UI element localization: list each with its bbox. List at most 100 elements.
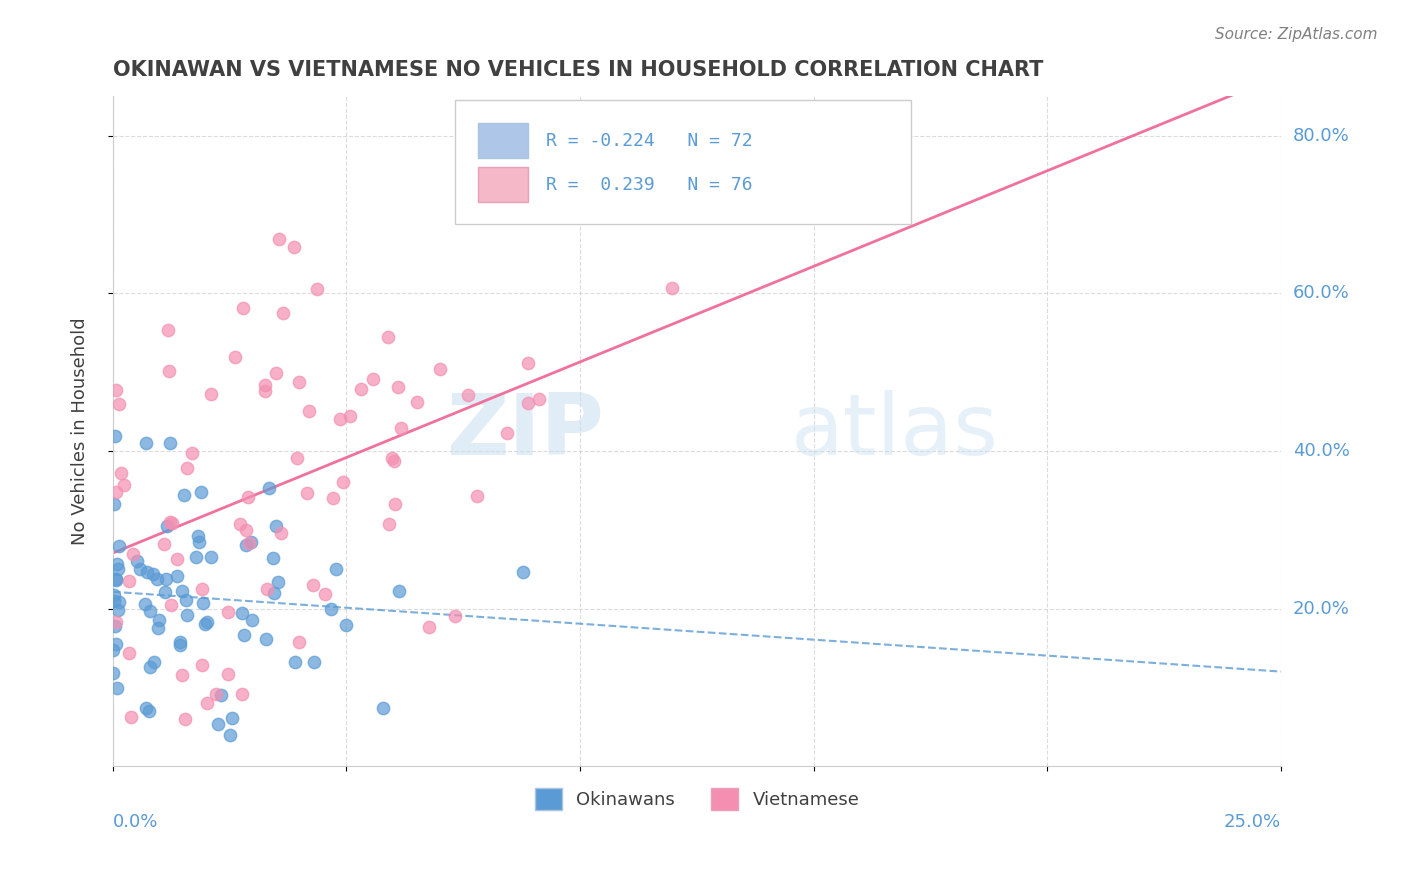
Okinawans [103,593,125,607]
Vietnamese [465,489,488,503]
Vietnamese [339,409,361,423]
Vietnamese [200,387,222,401]
Vietnamese [105,485,128,500]
Vietnamese [205,687,228,701]
Okinawans [259,481,281,495]
Vietnamese [105,383,128,397]
Vietnamese [288,635,311,649]
Vietnamese [314,587,336,601]
Vietnamese [297,486,319,500]
Vietnamese [349,383,371,397]
Okinawans [263,586,285,600]
Okinawans [187,529,209,543]
Okinawans [145,572,167,586]
Vietnamese [517,355,540,369]
Okinawans [262,550,284,565]
Vietnamese [153,537,176,551]
Vietnamese [527,392,550,406]
Vietnamese [156,323,179,337]
Vietnamese [384,497,406,511]
Vietnamese [288,375,311,389]
Vietnamese [381,451,404,466]
Vietnamese [329,411,352,425]
Okinawans [129,562,152,576]
Okinawans [176,608,198,623]
Okinawans [233,627,256,641]
Okinawans [155,572,177,586]
Vietnamese [496,425,519,440]
Vietnamese [389,421,412,435]
Vietnamese [267,232,290,246]
Vietnamese [173,712,195,726]
Vietnamese [270,526,292,541]
Vietnamese [283,239,305,253]
Okinawans [135,436,157,450]
Vietnamese [217,667,239,681]
Okinawans [103,666,125,681]
Vietnamese [298,404,321,418]
Text: 20.0%: 20.0% [1292,599,1350,617]
Okinawans [108,595,131,609]
Okinawans [219,728,242,742]
Okinawans [156,519,179,533]
Vietnamese [159,515,181,529]
Okinawans [335,618,357,632]
Okinawans [173,488,195,502]
Okinawans [107,603,129,617]
Okinawans [103,497,125,511]
Vietnamese [228,516,250,531]
Okinawans [302,655,325,669]
Okinawans [105,557,128,571]
Vietnamese [195,696,218,710]
Vietnamese [110,467,132,481]
Okinawans [101,643,124,657]
Text: 0.0%: 0.0% [112,814,159,831]
Okinawans [239,535,262,549]
Okinawans [104,573,127,587]
Okinawans [169,635,191,649]
FancyBboxPatch shape [478,123,527,158]
Okinawans [143,655,166,669]
Vietnamese [191,582,214,597]
Vietnamese [406,394,429,409]
Okinawans [200,549,222,564]
Text: 60.0%: 60.0% [1292,285,1350,302]
Vietnamese [162,516,184,530]
Vietnamese [157,364,180,378]
Okinawans [174,593,197,607]
Vietnamese [191,657,214,672]
Vietnamese [382,454,405,468]
Vietnamese [302,578,325,592]
Vietnamese [224,350,246,364]
Okinawans [195,615,218,630]
Okinawans [191,596,214,610]
Okinawans [169,638,191,652]
Okinawans [135,701,157,715]
Vietnamese [231,686,253,700]
Okinawans [135,565,157,579]
Okinawans [148,613,170,627]
Okinawans [267,574,290,589]
Vietnamese [176,461,198,475]
Okinawans [146,621,169,635]
Okinawans [107,681,129,695]
Text: 40.0%: 40.0% [1292,442,1350,460]
Okinawans [138,705,160,719]
Okinawans [104,619,127,633]
Vietnamese [457,388,479,402]
Okinawans [107,562,129,576]
Vietnamese [305,282,328,296]
Vietnamese [387,380,409,394]
Okinawans [103,589,125,603]
Okinawans [388,584,411,599]
Okinawans [166,569,188,583]
Okinawans [190,485,212,500]
Okinawans [231,606,253,620]
Vietnamese [264,366,287,380]
Vietnamese [236,490,259,504]
Okinawans [325,562,347,576]
Vietnamese [271,306,294,320]
Text: OKINAWAN VS VIETNAMESE NO VEHICLES IN HOUSEHOLD CORRELATION CHART: OKINAWAN VS VIETNAMESE NO VEHICLES IN HO… [112,60,1043,79]
Okinawans [240,614,263,628]
Vietnamese [120,710,142,724]
